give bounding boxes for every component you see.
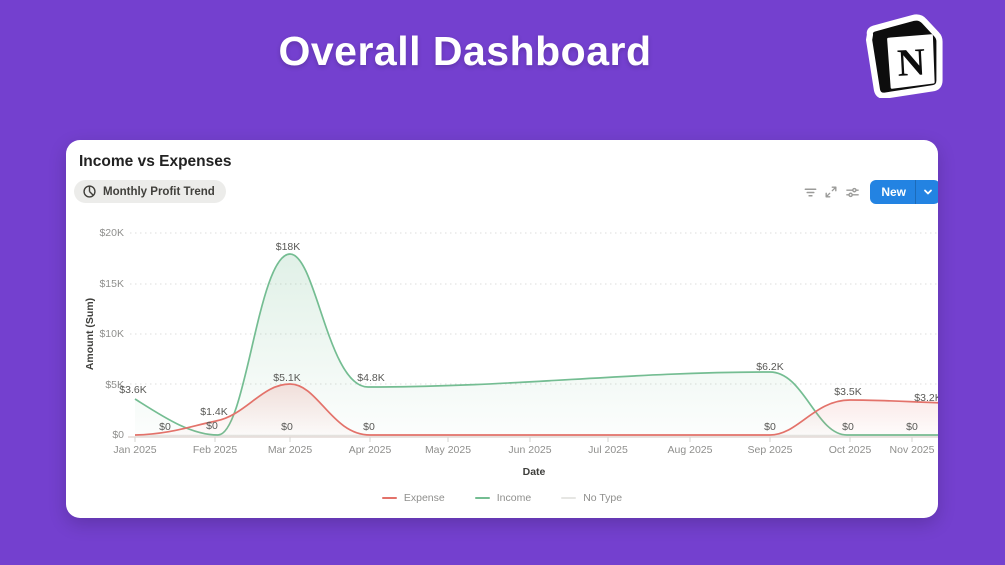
x-tick: Mar 2025: [268, 444, 313, 456]
legend-item-expense[interactable]: Expense: [381, 492, 445, 504]
data-label-expense: $0: [159, 421, 171, 433]
data-label-expense: $3.2K: [914, 392, 938, 404]
income-expense-chart: $20K $15K $10K $5K $0 Jan 2025 Feb 2025 …: [84, 227, 938, 478]
filter-icon[interactable]: [800, 182, 820, 202]
x-tick: Oct 2025: [829, 444, 872, 456]
data-label-expense: $5.1K: [273, 372, 300, 384]
card-toolbar: New: [800, 180, 938, 204]
y-tick: $0: [112, 429, 124, 441]
data-label-income: $0: [906, 421, 918, 433]
new-button[interactable]: New: [870, 180, 938, 204]
data-label-income: $0: [206, 420, 218, 432]
chart-legend: Expense Income No Type: [66, 492, 938, 504]
x-tick: Apr 2025: [349, 444, 392, 456]
trend-badge-label: Monthly Profit Trend: [103, 185, 215, 198]
data-label-income: $18K: [276, 241, 301, 253]
data-label-no-type: $0: [281, 421, 293, 433]
expense-swatch: [381, 496, 397, 500]
sliders-icon[interactable]: [842, 182, 862, 202]
no-type-swatch: [561, 496, 577, 500]
svg-text:N: N: [896, 40, 926, 84]
data-label-income: $3.6K: [119, 384, 146, 396]
y-tick: $15K: [99, 278, 124, 290]
x-tick: Aug 2025: [668, 444, 713, 456]
new-button-label: New: [881, 185, 906, 199]
x-axis-title: Date: [523, 466, 546, 478]
expense-area: [135, 384, 938, 437]
income-swatch: [474, 496, 490, 500]
legend-item-no-type[interactable]: No Type: [561, 492, 622, 504]
data-label-income: $4.8K: [357, 372, 384, 384]
trend-badge: Monthly Profit Trend: [74, 180, 226, 203]
page-title: Overall Dashboard: [278, 28, 652, 74]
x-tick: Jun 2025: [508, 444, 551, 456]
x-tick: Nov 2025: [890, 444, 935, 456]
income-area: [135, 254, 938, 437]
expense-line: [134, 383, 938, 436]
legend-label-expense: Expense: [403, 492, 445, 504]
legend-item-income[interactable]: Income: [474, 492, 532, 504]
notion-logo-icon: N: [866, 14, 943, 98]
y-tick: $20K: [99, 227, 124, 239]
data-label-expense: $3.5K: [834, 386, 861, 398]
x-tick: Jul 2025: [588, 444, 628, 456]
legend-label-income: Income: [496, 492, 532, 504]
chevron-down-icon[interactable]: [916, 187, 938, 197]
new-button-divider: [915, 180, 916, 204]
data-label-income: $0: [842, 421, 854, 433]
x-axis-ticks: [134, 437, 913, 442]
expand-icon[interactable]: [821, 182, 841, 202]
x-tick: Feb 2025: [193, 444, 238, 456]
x-tick: Jan 2025: [113, 444, 156, 456]
pie-chart-icon: [83, 185, 96, 198]
y-axis-title: Amount (Sum): [84, 298, 96, 370]
data-label-income: $6.2K: [756, 361, 783, 373]
y-tick: $10K: [99, 328, 124, 340]
x-tick: Sep 2025: [748, 444, 793, 456]
y-tick: $5K: [105, 379, 124, 391]
data-label-expense: $0: [363, 421, 375, 433]
data-label-expense: $1.4K: [200, 406, 227, 418]
legend-label-no-type: No Type: [583, 492, 623, 504]
x-tick: May 2025: [425, 444, 471, 456]
card-title: Income vs Expenses: [79, 153, 232, 170]
chart-card: Income vs Expenses Monthly Profit Trend: [66, 140, 938, 518]
data-label-expense: $0: [764, 421, 776, 433]
